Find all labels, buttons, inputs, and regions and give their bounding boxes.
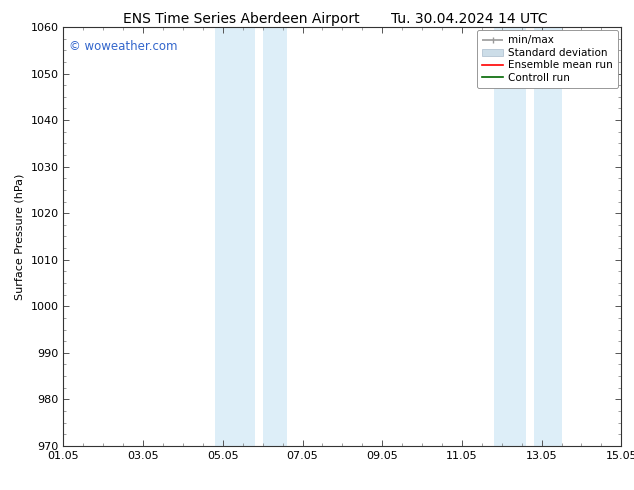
Bar — [494, 27, 526, 446]
Bar — [262, 27, 287, 446]
Legend: min/max, Standard deviation, Ensemble mean run, Controll run: min/max, Standard deviation, Ensemble me… — [477, 30, 618, 88]
Text: © woweather.com: © woweather.com — [69, 40, 178, 52]
Text: ENS Time Series Aberdeen Airport: ENS Time Series Aberdeen Airport — [122, 12, 359, 26]
Y-axis label: Surface Pressure (hPa): Surface Pressure (hPa) — [15, 173, 25, 299]
Bar — [215, 27, 255, 446]
Bar — [534, 27, 562, 446]
Text: Tu. 30.04.2024 14 UTC: Tu. 30.04.2024 14 UTC — [391, 12, 548, 26]
